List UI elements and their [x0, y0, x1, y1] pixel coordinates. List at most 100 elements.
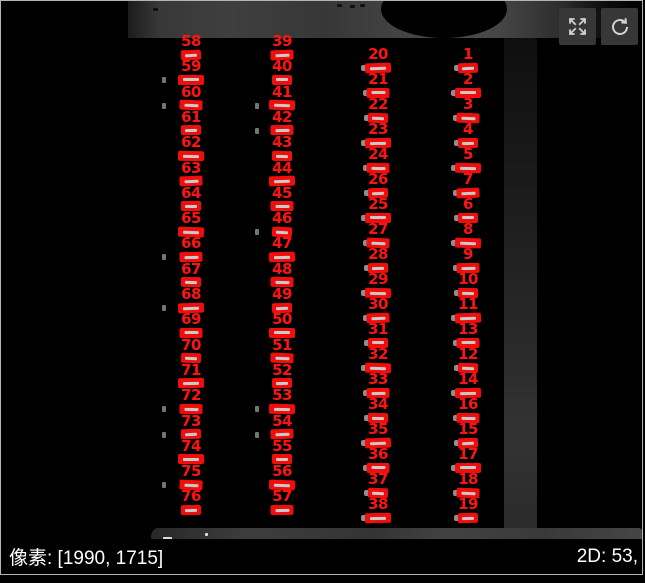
- component-body-highlight: [459, 240, 477, 245]
- component-body-highlight: [273, 407, 291, 411]
- detection-index-label: 18: [458, 470, 478, 488]
- detection-box: [366, 462, 390, 473]
- detection-box: [455, 87, 481, 98]
- component-body-highlight: [371, 490, 385, 495]
- detection-index-label: 74: [181, 436, 201, 455]
- component-body-highlight: [184, 356, 198, 360]
- component-body-highlight: [183, 103, 199, 107]
- detection-index-label: 29: [368, 270, 388, 288]
- component-body-highlight: [276, 78, 288, 82]
- detection-index-label: 15: [458, 420, 478, 438]
- component-body-highlight: [461, 365, 475, 370]
- tray-edge-mark: [162, 254, 166, 261]
- component-body-highlight: [183, 457, 199, 461]
- tray-edge-mark: [162, 431, 166, 438]
- detection-index-label: 4: [463, 120, 473, 138]
- component-body-highlight: [370, 390, 386, 395]
- camera-image-canvas[interactable]: 58 59 60 61 62 63 64 65 66 67 68 69 70 71 72 73 74 75 76 39…: [1, 1, 642, 539]
- detection-index-label: 69: [181, 310, 201, 329]
- component-body-highlight: [459, 390, 477, 395]
- component-body-highlight: [182, 229, 200, 234]
- component-body-highlight: [370, 216, 386, 219]
- detection-index-label: 24: [368, 145, 388, 163]
- detection-box: [455, 462, 481, 473]
- detection-box: [178, 454, 204, 465]
- detection-index-label: 56: [272, 462, 292, 481]
- fit-view-button[interactable]: [559, 8, 596, 45]
- component-body-highlight: [273, 179, 291, 183]
- component-body-highlight: [369, 365, 387, 370]
- detection-index-label: 33: [368, 370, 388, 388]
- detection-index-label: 23: [368, 120, 388, 138]
- component-body-highlight: [459, 165, 477, 170]
- detection-index-label: 36: [368, 445, 388, 463]
- component-body-highlight: [461, 65, 475, 70]
- component-body-highlight: [369, 440, 387, 445]
- detection-box: [178, 74, 204, 85]
- detection-index-label: 47: [272, 234, 292, 253]
- component-body-highlight: [184, 280, 198, 284]
- detection-index-label: 70: [181, 335, 201, 354]
- component-body-highlight: [371, 415, 385, 420]
- detection-index-label: 3: [463, 95, 473, 113]
- component-body-highlight: [274, 508, 290, 512]
- component-body-highlight: [371, 115, 385, 120]
- detection-index-label: 39: [272, 32, 292, 50]
- component-body-highlight: [369, 515, 387, 520]
- detection-index-label: 25: [368, 195, 388, 213]
- detection-index-label: 12: [458, 345, 478, 363]
- refresh-circle-icon: [611, 17, 628, 35]
- detection-index-label: 19: [458, 495, 478, 513]
- tray-bottom-edge: [151, 528, 642, 539]
- component-body-highlight: [460, 415, 476, 420]
- detection-box: [366, 87, 390, 98]
- detection-box: [272, 454, 292, 465]
- tray-edge-mark: [255, 406, 259, 413]
- detection-index-label: 37: [368, 470, 388, 488]
- detection-index-label: 1: [463, 45, 473, 63]
- detection-index-label: 53: [272, 386, 292, 405]
- tray-edge-mark: [162, 305, 166, 311]
- detection-index-label: 50: [272, 310, 292, 329]
- annotation-layer: 58 59 60 61 62 63 64 65 66 67 68 69 70 71 72 73 74 75 76 39…: [1, 1, 642, 539]
- detection-index-label: 68: [181, 285, 201, 303]
- component-body-highlight: [183, 255, 199, 259]
- tray-edge-mark: [255, 127, 259, 134]
- component-body-highlight: [460, 490, 476, 495]
- pixel-coordinates-readout: 像素: [1990, 1715]: [9, 548, 164, 569]
- surface-debris: [337, 4, 342, 7]
- component-body-highlight: [183, 179, 199, 183]
- detection-index-label: 57: [272, 487, 292, 506]
- detection-box: [456, 337, 480, 348]
- component-body-highlight: [275, 381, 289, 386]
- component-body-highlight: [273, 103, 291, 107]
- component-body-highlight: [462, 216, 474, 219]
- detection-index-label: 20: [368, 45, 388, 63]
- component-body-highlight: [460, 190, 476, 195]
- detection-index-label: 54: [272, 411, 292, 430]
- bright-speck: [205, 533, 208, 536]
- detection-index-label: 41: [272, 82, 292, 101]
- component-body-highlight: [184, 331, 198, 335]
- component-body-highlight: [369, 290, 387, 295]
- tray-edge-mark: [162, 482, 166, 489]
- detection-index-label: 62: [181, 133, 201, 152]
- detection-index-label: 2: [463, 70, 473, 88]
- tray-edge-mark: [162, 77, 166, 84]
- component-body-highlight: [183, 78, 199, 82]
- detection-box: [368, 337, 388, 348]
- component-body-highlight: [185, 204, 197, 208]
- detection-index-label: 59: [181, 57, 201, 76]
- component-body-highlight: [182, 305, 200, 310]
- tray-edge-mark: [162, 406, 166, 413]
- surface-debris: [360, 4, 365, 7]
- detection-index-label: 35: [368, 420, 388, 438]
- expand-arrows-icon: [569, 18, 586, 35]
- detection-index-label: 71: [181, 360, 201, 379]
- component-body-highlight: [370, 315, 386, 320]
- surface-debris: [350, 5, 355, 8]
- refresh-button[interactable]: [601, 8, 638, 45]
- detection-index-label: 14: [458, 370, 478, 388]
- component-body-highlight: [183, 482, 199, 487]
- component-body-highlight: [370, 165, 386, 170]
